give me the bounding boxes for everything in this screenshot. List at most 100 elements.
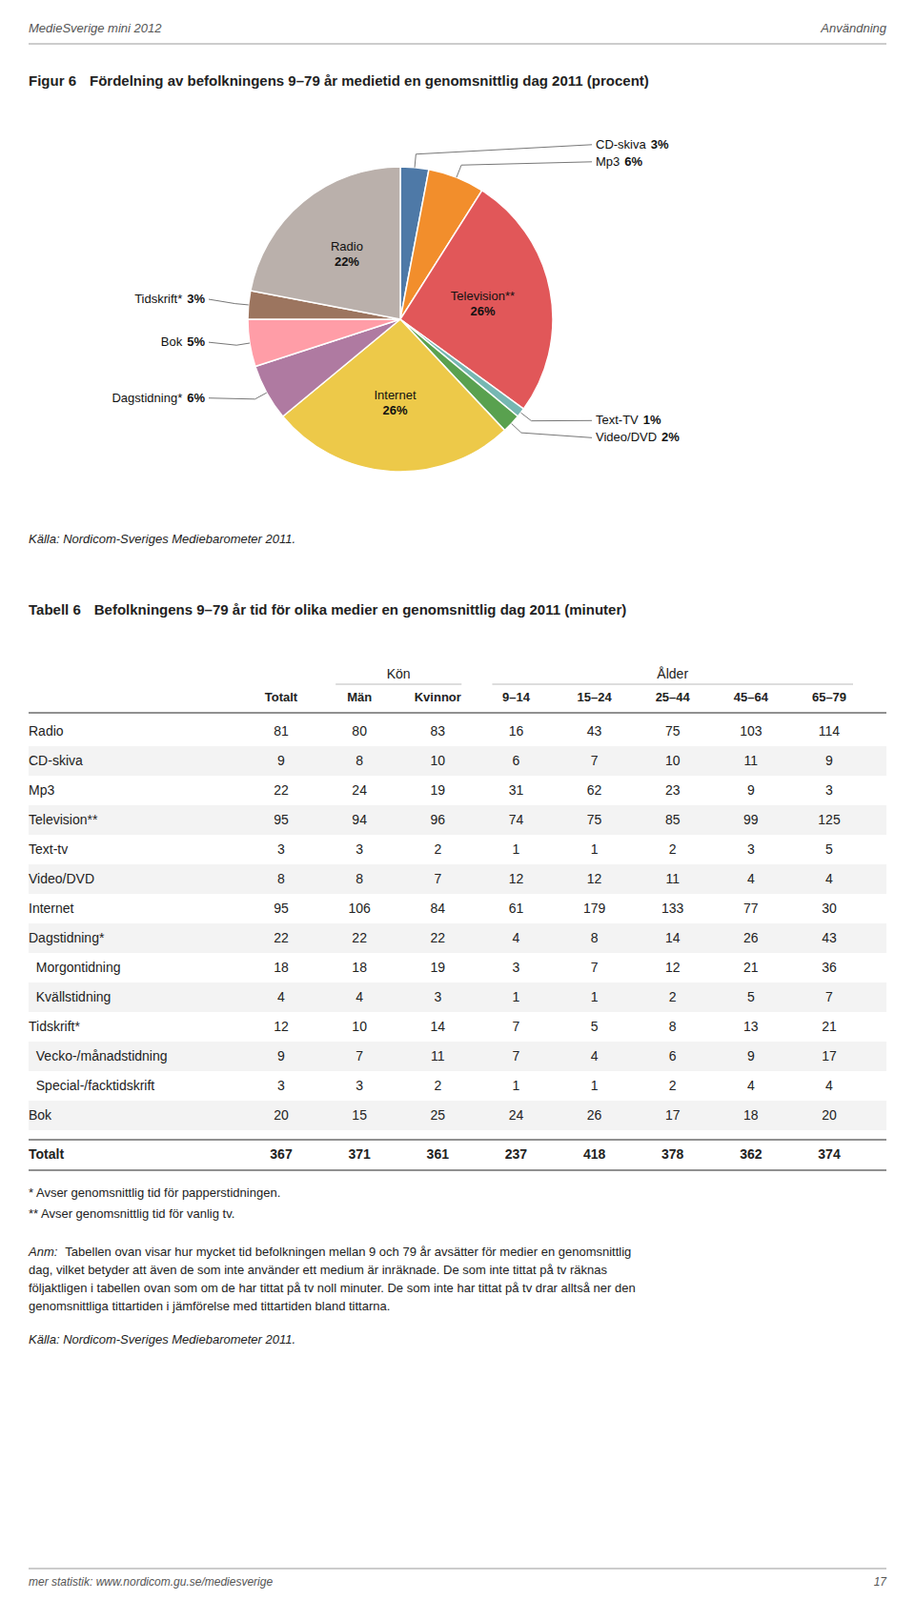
remark: Tabellen ovan visar hur mycket tid befol… <box>64 1244 631 1260</box>
cell: 14 <box>665 930 681 946</box>
cell: 3 <box>825 782 834 798</box>
cell: 12 <box>508 871 525 887</box>
row-band <box>28 746 887 776</box>
cell: 95 <box>273 812 289 828</box>
row-label: Video/DVD <box>28 871 95 887</box>
cell: 7 <box>590 959 599 976</box>
cell: 9 <box>277 752 285 769</box>
figure-title: Figur 6 Fördelning av befolkningens 9–79 … <box>28 72 650 89</box>
cell: 83 <box>429 723 446 739</box>
slice-value: 26% <box>469 304 495 319</box>
cell: 106 <box>347 900 371 916</box>
row-label: Text-tv <box>28 841 68 857</box>
row-band <box>28 1100 887 1131</box>
cell: 1 <box>512 1077 521 1094</box>
cell: 18 <box>743 1107 759 1123</box>
row-band <box>28 1041 887 1072</box>
total-cell: 378 <box>661 1146 685 1162</box>
cell: 22 <box>273 930 289 946</box>
title: Figur 6 <box>28 72 77 89</box>
row-label: Mp3 <box>28 782 55 798</box>
column-header: Kvinnor <box>414 690 462 705</box>
cell: 114 <box>818 723 841 739</box>
slice-value: 6% <box>624 154 643 169</box>
cell: 11 <box>665 871 680 887</box>
group-rule <box>335 684 462 686</box>
slice-label: Television**26% <box>450 288 515 319</box>
remark: dag, vilket betyder att även de som inte… <box>28 1262 608 1278</box>
cell: 7 <box>433 871 442 887</box>
cell: 77 <box>743 900 759 916</box>
cell: 81 <box>273 723 289 739</box>
cell: 95 <box>273 900 289 916</box>
cell: 22 <box>351 930 367 946</box>
cell: 8 <box>590 930 599 946</box>
header-left: MedieSverige mini 2012 <box>28 20 163 36</box>
table: Tabell 6Befolkningens 9–79 år tid för ol… <box>27 601 887 1347</box>
cell: 21 <box>743 959 759 976</box>
cell: 20 <box>821 1107 837 1123</box>
cell: 14 <box>429 1018 446 1035</box>
header: MedieSverige mini 2012Användning <box>28 20 888 44</box>
slice-value: 5% <box>186 334 205 349</box>
cell: 4 <box>277 989 285 1005</box>
row-label: Vecko-/månadstidning <box>28 1048 168 1064</box>
cell: 75 <box>587 812 603 828</box>
cell: 4 <box>590 1048 599 1064</box>
cell: 12 <box>665 959 681 976</box>
cell: 1 <box>590 989 599 1005</box>
total-cell: 418 <box>583 1146 607 1162</box>
total-cell: 367 <box>269 1146 293 1162</box>
cell: 3 <box>747 841 755 857</box>
slice-category: Radio <box>330 239 364 254</box>
remark: genomsnittliga tittartiden i jämförelse … <box>28 1299 390 1314</box>
slice-value: 3% <box>650 137 670 152</box>
cell: 10 <box>351 1018 367 1035</box>
cell: 7 <box>355 1048 364 1064</box>
row-label: Tidskrift* <box>28 1018 81 1035</box>
cell: 1 <box>512 841 521 857</box>
source: Källa: Nordicom-Sveriges Mediebarometer … <box>28 531 296 547</box>
row-band <box>28 982 887 1013</box>
footer-rule <box>28 1568 887 1570</box>
subtitle: Fördelning av befolkningens 9–79 år medi… <box>89 72 650 89</box>
pie: Television**26%Internet26%Radio22%CD-ski… <box>111 137 680 472</box>
source: Källa: Nordicom-Sveriges Mediebarometer … <box>28 1332 296 1347</box>
slice-value: 26% <box>382 403 407 418</box>
row-label: Morgontidning <box>28 959 122 976</box>
cell: 3 <box>355 1077 364 1094</box>
cell: 5 <box>590 1018 599 1035</box>
cell: 3 <box>277 841 285 857</box>
column-header: 65–79 <box>812 690 847 705</box>
cell: 18 <box>351 959 367 976</box>
cell: 43 <box>821 930 837 946</box>
column-header: Totalt <box>264 690 299 705</box>
table-title: Tabell 6 <box>28 601 82 618</box>
slice-label: Mp3 6% <box>595 154 644 169</box>
slices <box>247 166 553 472</box>
column-header: 45–64 <box>733 690 770 705</box>
leader-line <box>456 162 592 178</box>
total-cell: 374 <box>817 1146 841 1162</box>
cell: 15 <box>351 1107 367 1123</box>
cell: 2 <box>669 1077 677 1094</box>
slice <box>247 319 401 366</box>
column-header: Män <box>346 690 372 705</box>
slice-value: 22% <box>334 254 360 269</box>
row-label: Kvällstidning <box>28 989 111 1005</box>
row-label: Bok <box>28 1107 53 1123</box>
slice-value: 1% <box>643 412 662 427</box>
slice-category: Mp3 <box>595 154 620 169</box>
cell: 36 <box>821 959 837 976</box>
slice-label: Text-TV1% <box>595 412 662 427</box>
cell: 4 <box>512 930 521 946</box>
cell: 31 <box>508 782 525 798</box>
slice-value: 6% <box>186 390 205 406</box>
cell: 24 <box>508 1107 525 1123</box>
cell: 25 <box>429 1107 446 1123</box>
cell: 84 <box>429 900 446 916</box>
slice-category: Dagstidning* <box>111 390 183 406</box>
slice-label: Dagstidning*6% <box>111 390 205 406</box>
leader-line <box>208 299 249 305</box>
cell: 10 <box>429 752 446 769</box>
